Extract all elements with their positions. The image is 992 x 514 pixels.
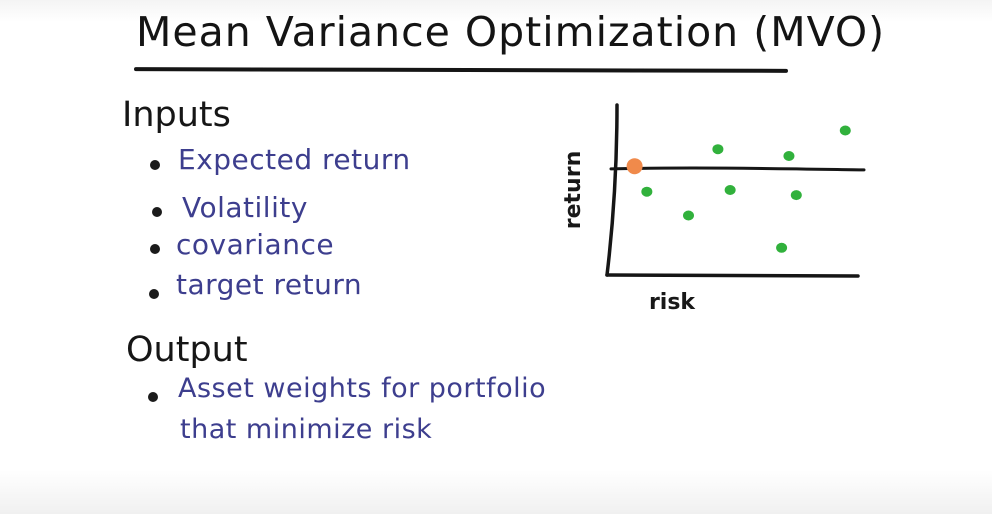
x-axis-label: risk (649, 290, 696, 315)
target-return-line (609, 166, 866, 172)
input-covariance: covariance (176, 228, 335, 261)
page-title: Mean Variance Optimization (MVO) (136, 8, 886, 56)
input-expected-return: Expected return (178, 143, 411, 176)
inputs-heading: Inputs (122, 95, 231, 135)
bullet-dot (150, 244, 160, 254)
scatter-point (641, 186, 653, 197)
scatter-point (712, 144, 724, 155)
min-risk-point (626, 158, 643, 175)
bullet-dot (149, 289, 159, 299)
scatter-point (790, 190, 802, 201)
scatter-point (776, 242, 788, 253)
scatter-point (683, 210, 694, 221)
input-volatility: Volatility (182, 191, 308, 224)
output-line-2: that minimize risk (180, 414, 433, 445)
title-underline (133, 67, 789, 73)
scatter-point (724, 185, 736, 195)
input-target-return: target return (176, 268, 363, 301)
risk-return-chart: return risk (561, 103, 866, 315)
bullet-dot (148, 392, 158, 402)
bullet-dot (152, 207, 162, 217)
y-axis (605, 103, 619, 277)
scatter-point (783, 151, 795, 161)
y-axis-label: return (561, 151, 586, 229)
points-layer (626, 125, 851, 253)
scatter-point (839, 125, 851, 136)
output-line-1: Asset weights for portfolio (178, 373, 547, 404)
x-axis (605, 273, 860, 278)
bullet-dot (150, 160, 160, 170)
output-heading: Output (126, 330, 248, 370)
